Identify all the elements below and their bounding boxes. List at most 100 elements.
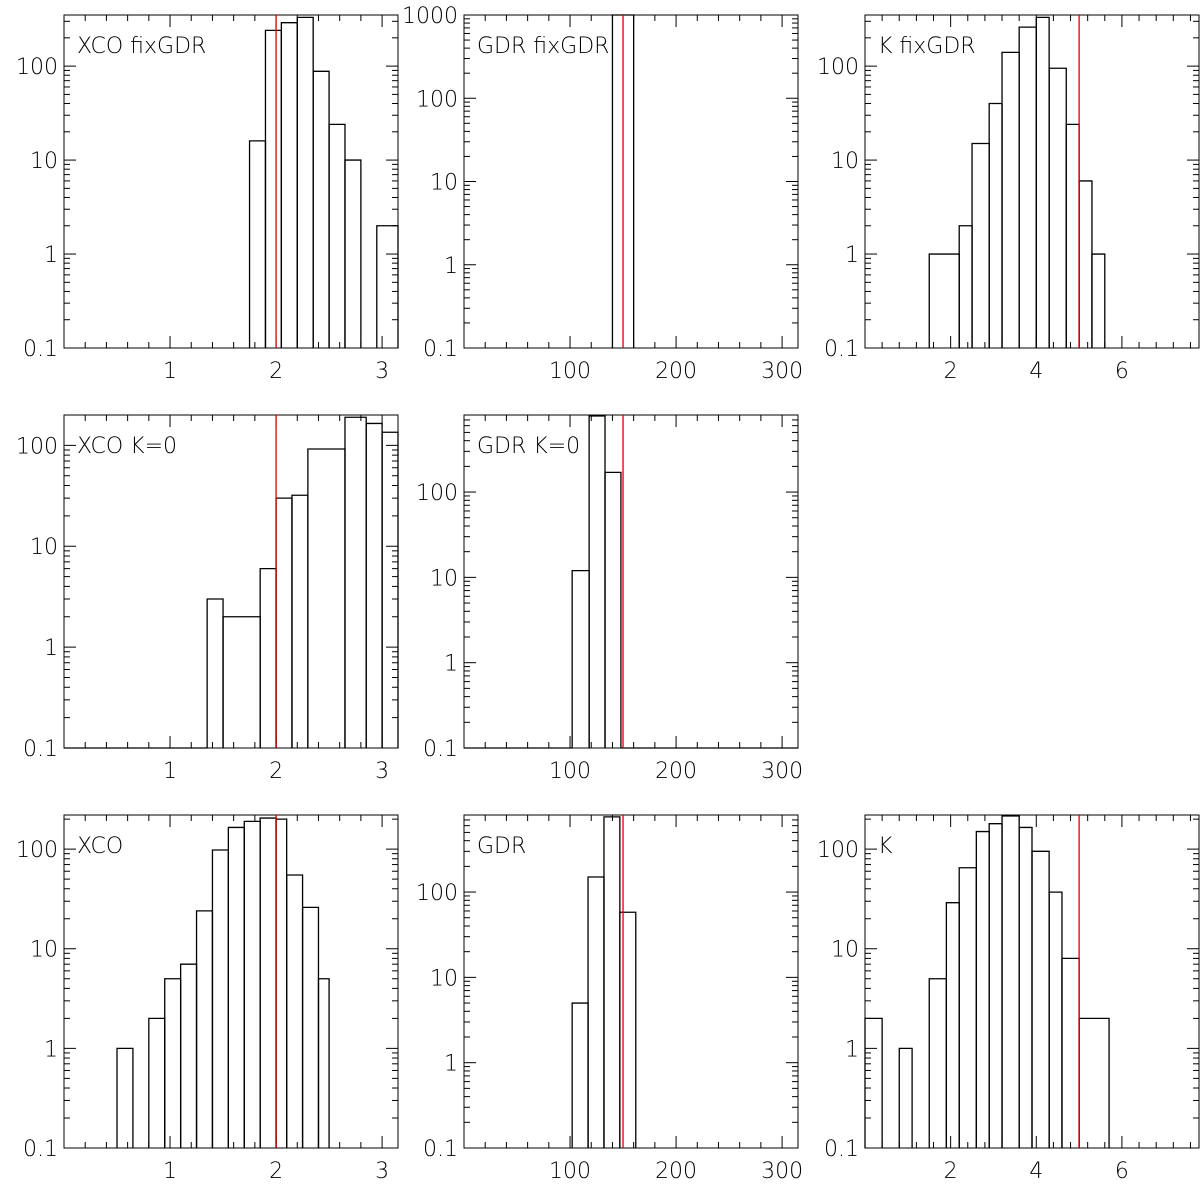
y-tick-label: 100 [16,434,58,459]
histogram-panel: 0.1 1 10 100 1 2 3 XCO [16,814,399,1184]
y-tick-label: 0.1 [23,737,58,762]
y-tick-label: 0.1 [824,337,859,362]
histogram-bar [211,849,229,1148]
y-tick-label: 0.1 [423,737,458,762]
x-tick-label: 100 [549,359,591,384]
histogram-bar [1091,253,1106,348]
histogram-bar [945,902,960,1148]
x-tick-label: 6 [1115,359,1129,384]
histogram-bar [1018,826,1033,1148]
histogram-bar [587,876,605,1148]
histogram-bar [280,22,298,348]
y-tick-label: 10 [30,149,58,174]
panel-title: GDR fixGDR [477,34,609,59]
histogram-bar [898,1047,913,1148]
histogram-bar [988,823,1003,1148]
histogram-bar [971,142,990,348]
histogram-bar [1078,180,1093,348]
y-tick-label: 100 [16,838,58,863]
y-tick-label: 10 [30,938,58,963]
y-tick-label: 100 [416,87,458,112]
x-tick-label: 3 [375,359,389,384]
x-tick-label: 2 [944,359,958,384]
x-tick-label: 100 [549,759,591,784]
x-tick-label: 200 [655,759,697,784]
panel-title: XCO K=0 [77,434,177,459]
x-tick-label: 1 [163,1159,177,1184]
histogram-bar [317,978,330,1148]
y-tick-label: 1 [44,243,58,268]
histogram-bar [571,1002,589,1148]
histogram-bar [928,253,960,348]
histogram-bar [1048,67,1067,348]
histogram-bar [958,867,977,1148]
y-tick-label: 0.1 [824,1137,859,1162]
y-tick-label: 1000 [402,4,458,29]
histogram-bar [328,123,346,348]
histogram-bar [248,140,267,348]
y-tick-label: 1 [845,1037,859,1062]
x-tick-label: 3 [375,759,389,784]
histogram-bar [1061,957,1080,1148]
histogram-bar [1018,26,1037,348]
panel-title: XCO [77,834,123,859]
histogram-bar [264,29,283,348]
y-tick-label: 0.1 [23,1137,58,1162]
histogram-bar [603,816,621,1148]
histogram-bar [275,497,293,748]
plot-frame [864,14,1200,349]
histogram-bar [286,874,304,1148]
x-tick-label: 2 [269,1159,283,1184]
histogram-bar [164,978,182,1148]
x-tick-label: 4 [1029,1159,1043,1184]
panel-title: K [878,834,893,859]
histogram-panel: 0.1 1 10 100 2 4 6 K fixGDR [817,14,1200,384]
panel-title: K fixGDR [878,34,976,59]
x-tick-label: 1 [163,759,177,784]
y-tick-label: 10 [430,966,458,991]
x-tick-label: 300 [761,759,803,784]
panel-title: XCO fixGDR [77,34,206,59]
histogram-bar [222,616,261,748]
histogram-bar [928,978,948,1148]
y-tick-label: 100 [16,55,58,80]
histogram-bar [195,910,214,1148]
x-tick-label: 2 [944,1159,958,1184]
y-tick-label: 1 [444,254,458,279]
y-tick-label: 10 [831,149,859,174]
plot-frame [463,414,799,749]
histogram-panel: 0.1 1 10 100 1000 100 200 300 GDR fixGDR [402,4,803,384]
histogram-bar [988,102,1003,348]
y-tick-label: 10 [831,938,859,963]
histogram-panel: 0.1 1 10 100 1 2 3 XCO fixGDR [16,14,399,384]
y-tick-label: 0.1 [23,337,58,362]
histogram-bar [975,830,990,1148]
y-tick-label: 1 [444,652,458,677]
histogram-bar [571,569,590,748]
y-tick-label: 0.1 [423,1137,458,1162]
histogram-bar [227,826,245,1148]
panel-title: GDR [477,834,526,859]
x-tick-label: 200 [655,359,697,384]
histogram-bar [291,494,309,748]
histogram-bar [1065,123,1080,348]
x-tick-label: 300 [761,359,803,384]
histogram-bar [1078,1017,1110,1148]
histogram-bar [243,820,261,1148]
histogram-bar [588,415,606,748]
y-tick-label: 1 [44,1037,58,1062]
x-tick-label: 2 [269,759,283,784]
plot-frame [63,814,399,1149]
x-tick-label: 3 [375,1159,389,1184]
histogram-bar [116,1047,134,1148]
histogram-bar [301,906,320,1148]
histogram-panel: 0.1 1 10 100 100 200 300 GDR [416,814,803,1184]
y-tick-label: 10 [430,566,458,591]
histogram-bar [958,225,973,348]
x-tick-label: 200 [655,1159,697,1184]
y-tick-label: 100 [817,55,859,80]
x-tick-label: 6 [1115,1159,1129,1184]
y-tick-label: 10 [30,535,58,560]
y-tick-label: 1 [44,636,58,661]
